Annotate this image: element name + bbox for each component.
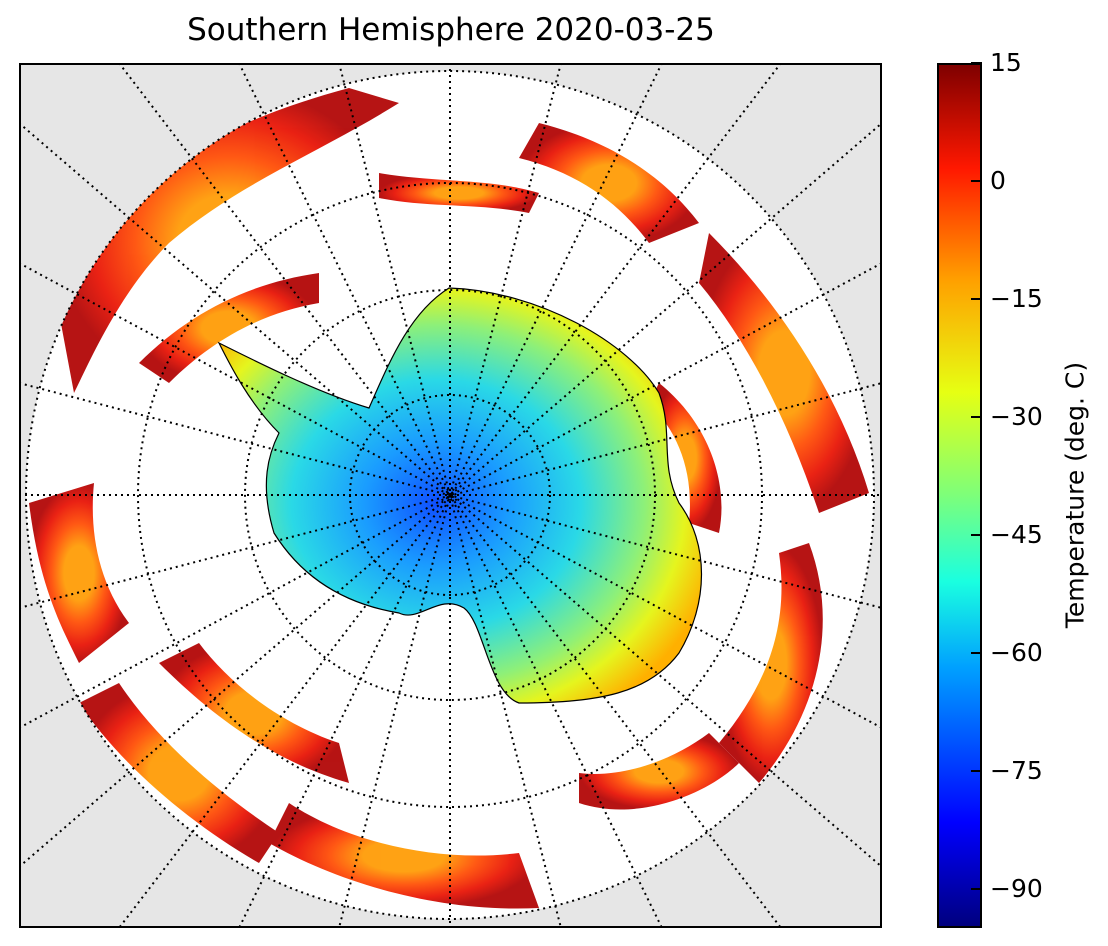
colorbar-tick-label: −75 bbox=[990, 755, 1043, 785]
colorbar-tick-label: −30 bbox=[990, 401, 1043, 431]
graticule bbox=[19, 63, 882, 928]
antarctica-ice-sheet bbox=[217, 287, 702, 704]
map-title: Southern Hemisphere 2020-03-25 bbox=[187, 12, 715, 48]
colorbar-label: Temperature (deg. C) bbox=[1060, 361, 1090, 629]
colorbar-tick-label: 0 bbox=[990, 165, 1006, 195]
colorbar-tick-mark bbox=[971, 769, 982, 772]
colorbar-tick-mark bbox=[971, 887, 982, 890]
colorbar-tick-mark bbox=[971, 533, 982, 536]
colorbar-tick-mark bbox=[971, 651, 982, 654]
colorbar-tick-label: −45 bbox=[990, 519, 1043, 549]
colorbar-tick-mark bbox=[971, 179, 982, 182]
colorbar bbox=[937, 63, 982, 928]
map-border bbox=[19, 63, 882, 928]
colorbar-tick-label: −15 bbox=[990, 283, 1043, 313]
map-plot bbox=[19, 63, 882, 928]
colorbar-tick-label: 15 bbox=[990, 48, 1022, 77]
colorbar-tick-mark bbox=[971, 415, 982, 418]
colorbar-tick-mark bbox=[971, 297, 982, 300]
colorbar-tick-label: −90 bbox=[990, 873, 1043, 903]
colorbar-tick-mark bbox=[971, 62, 982, 64]
sea-temperature-patches bbox=[29, 88, 869, 909]
colorbar-tick-label: −60 bbox=[990, 637, 1043, 667]
